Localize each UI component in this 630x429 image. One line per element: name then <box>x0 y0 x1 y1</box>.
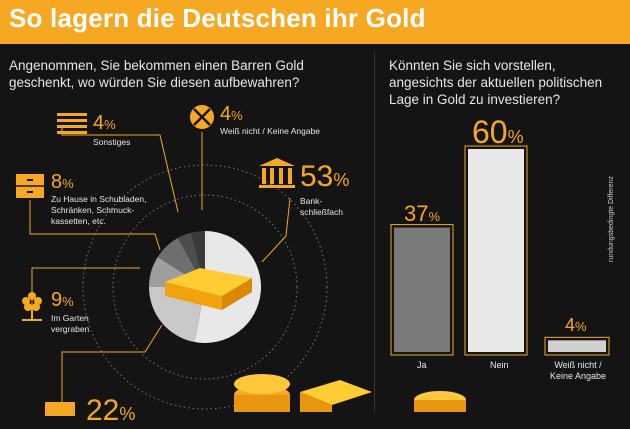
pct-bank: 53% <box>300 160 350 193</box>
bar-frame-2 <box>544 336 610 356</box>
page-title: So lagern die Deutschen ihr Gold <box>9 3 426 33</box>
pct-versteckt: 22% <box>86 394 136 427</box>
gold-pile-icon <box>234 374 466 412</box>
bar-2 <box>548 340 606 352</box>
chart-canvas <box>16 105 610 416</box>
bar-value-nein: 60% <box>472 114 524 150</box>
bar-1 <box>468 149 524 352</box>
flower-icon <box>22 292 42 321</box>
orbit-outer <box>82 164 328 410</box>
bar-question: Könnten Sie sich vorstellen, angesichts … <box>389 57 602 108</box>
label-weissnicht: Weiß nicht / Keine Angabe <box>220 126 321 136</box>
drawer-icon <box>16 174 44 198</box>
bar-category-nein: Nein <box>490 360 509 370</box>
bar-question-line1: Könnten Sie sich vorstellen, <box>389 58 556 73</box>
bar-chart <box>390 145 610 356</box>
bar-question-line2: angesichts der aktuellen politischen <box>389 75 603 90</box>
label-sonstiges: Sonstiges <box>93 137 131 147</box>
bar-value-weissnicht: 4% <box>565 315 587 335</box>
pct-sonstiges: 4% <box>93 112 116 134</box>
bar-category-ja: Ja <box>417 360 427 370</box>
pie-question-line1: Angenommen, Sie bekommen einen Barren Go… <box>9 58 304 73</box>
bar-category-weissnicht: Weiß nicht / Keine Angabe <box>549 360 607 381</box>
pct-garten: 9% <box>51 289 74 311</box>
section-divider <box>374 52 375 412</box>
list-icon <box>57 113 87 134</box>
connector-schublade <box>29 200 161 251</box>
bar-frame-0 <box>390 224 454 356</box>
pie-question-line2: geschenkt, wo würden Sie diesen aufbewah… <box>9 75 300 90</box>
header-banner: So lagern die Deutschen ihr Gold <box>0 0 630 44</box>
gold-bar-icon <box>165 268 252 310</box>
bank-icon <box>259 158 295 188</box>
cross-icon <box>190 105 214 129</box>
connector-bank <box>261 197 291 263</box>
connector-lines <box>29 125 291 402</box>
pct-weissnicht: 4% <box>220 103 243 125</box>
connector-sonstiges <box>61 125 179 213</box>
label-garten: Im Garten vergraben <box>51 313 90 334</box>
bar-frame-1 <box>464 145 528 356</box>
orbit-inner <box>112 194 298 380</box>
bar-0 <box>394 227 450 352</box>
connector-versteckt <box>61 324 163 402</box>
pct-schublade: 8% <box>51 171 74 193</box>
label-schublade: Zu Hause in Schubladen, Schränken, Schmuc… <box>51 194 147 226</box>
safe-icon <box>45 402 75 416</box>
bar-value-ja: 37% <box>404 201 441 226</box>
pie-question: Angenommen, Sie bekommen einen Barren Go… <box>9 57 304 91</box>
bar-question-line3: Lage in Gold zu investieren? <box>389 92 561 107</box>
label-bank: Bank-schließfach <box>300 196 343 217</box>
connector-garten <box>31 267 140 312</box>
rounding-note: rundungsbedingte Differenz <box>608 176 615 262</box>
